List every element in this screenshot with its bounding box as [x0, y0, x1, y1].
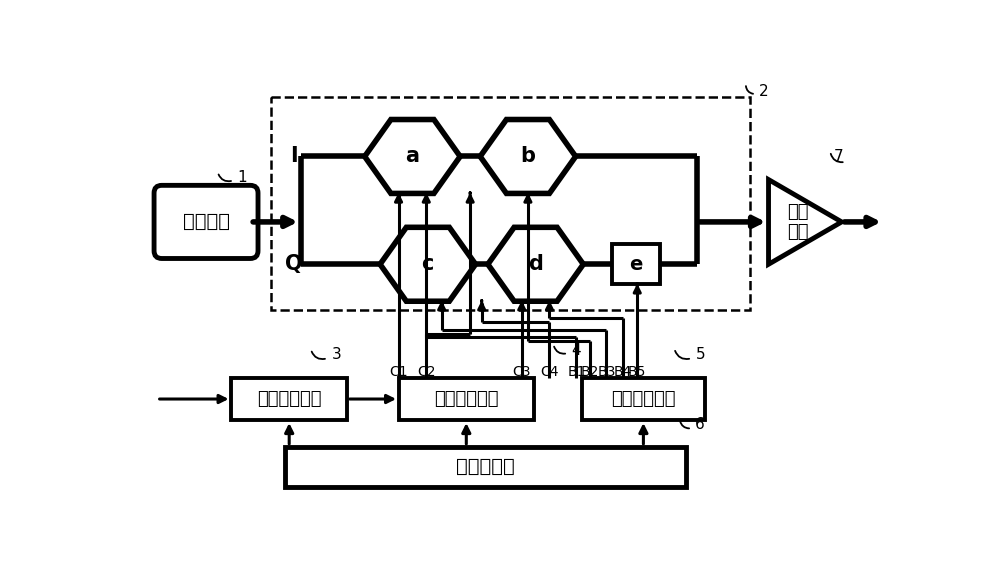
Text: 4: 4 [571, 342, 581, 358]
Text: B2: B2 [581, 365, 599, 379]
Text: 偏压控制模块: 偏压控制模块 [611, 390, 676, 408]
Text: c: c [422, 254, 434, 275]
Bar [612, 245, 660, 284]
Text: Q: Q [285, 254, 303, 275]
Text: B3: B3 [597, 365, 616, 379]
FancyBboxPatch shape [154, 185, 258, 259]
Bar [399, 378, 534, 420]
Text: 光放
大器: 光放 大器 [787, 203, 808, 241]
Text: C2: C2 [417, 365, 436, 379]
Text: 3: 3 [332, 347, 341, 362]
Text: B5: B5 [628, 365, 646, 379]
Bar [582, 378, 705, 420]
Text: 6: 6 [695, 417, 705, 432]
Text: d: d [528, 254, 543, 275]
Text: 7: 7 [834, 149, 844, 164]
Text: 激光光源: 激光光源 [183, 212, 230, 231]
Text: I: I [290, 147, 298, 166]
Text: 5: 5 [696, 347, 705, 362]
Text: 1: 1 [237, 170, 246, 185]
Text: C4: C4 [540, 365, 559, 379]
Text: b: b [520, 147, 535, 166]
Bar [285, 447, 686, 487]
Text: B4: B4 [613, 365, 632, 379]
Text: B1: B1 [567, 365, 586, 379]
Text: 驱动放大模块: 驱动放大模块 [434, 390, 499, 408]
Bar [231, 378, 347, 420]
Bar [271, 97, 750, 311]
Text: C3: C3 [512, 365, 531, 379]
Text: 波形选择模块: 波形选择模块 [257, 390, 321, 408]
Text: 主控制模块: 主控制模块 [456, 457, 515, 476]
Text: e: e [629, 255, 642, 274]
Text: C1: C1 [389, 365, 408, 379]
Text: a: a [405, 147, 419, 166]
Text: 2: 2 [759, 84, 769, 98]
